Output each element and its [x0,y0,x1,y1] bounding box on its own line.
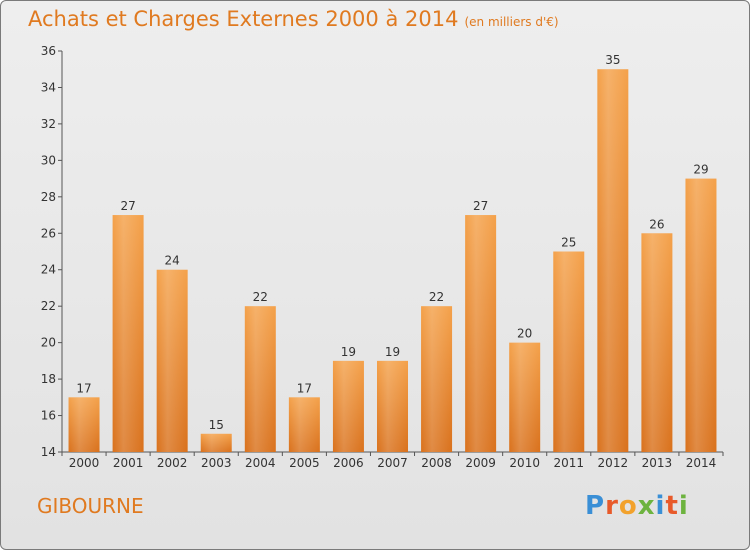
logo-letter: P [585,491,606,521]
bar-value-label: 27 [120,199,135,213]
bar-highlight [509,342,541,452]
bar-highlight [288,397,320,452]
y-tick-label: 30 [41,153,56,167]
x-tick-label: 2010 [509,456,540,470]
bar-value-label: 25 [561,236,576,250]
x-tick-label: 2006 [333,456,364,470]
chart-bars [68,69,717,453]
bar-highlight [156,269,188,452]
bar-value-label: 26 [649,217,664,231]
x-tick-label: 2011 [553,456,584,470]
bar-value-label: 35 [605,53,620,67]
y-tick-label: 14 [41,445,56,459]
bar-value-label: 19 [341,345,356,359]
x-tick-label: 2001 [113,456,144,470]
bar-value-label: 29 [693,163,708,177]
bar-highlight [377,360,408,452]
bar-highlight [200,433,232,452]
x-tick-label: 2009 [465,456,496,470]
x-tick-label: 2013 [642,456,673,470]
x-tick-label: 2012 [598,456,629,470]
bar-highlight [244,306,276,452]
x-tick-label: 2003 [201,456,232,470]
y-tick-label: 28 [41,190,56,204]
bar-highlight [112,215,144,452]
bar-highlight [553,251,585,452]
x-tick-label: 2000 [69,456,100,470]
y-tick-label: 36 [41,44,56,58]
logo-letter: t [665,491,679,521]
y-tick-label: 32 [41,117,56,131]
y-tick-label: 20 [41,336,56,350]
chart-unit: (en milliers d'€) [464,15,559,29]
bar-highlight [421,306,453,452]
x-tick-label: 2007 [377,456,408,470]
x-tick-label: 2014 [686,456,717,470]
bar-highlight [641,233,673,452]
bar-value-label: 19 [385,345,400,359]
town-name: GIBOURNE [37,494,144,518]
x-tick-label: 2004 [245,456,276,470]
bar-highlight [597,69,629,453]
y-tick-label: 26 [41,226,56,240]
y-tick-label: 22 [41,299,56,313]
bar-highlight [685,178,717,452]
y-tick-label: 34 [41,80,56,94]
chart-value-labels: 17 27 24 15 22 17 19 19 22 27 20 25 35 26 29 [76,53,708,432]
x-tick-label: 2005 [289,456,320,470]
bar-value-label: 15 [209,418,224,432]
logo-letter: i [678,491,689,521]
bar-value-label: 22 [429,290,444,304]
y-tick-label: 24 [41,263,56,277]
bar-value-label: 22 [253,290,268,304]
logo-letter: r [605,491,619,521]
logo-letter: o [618,491,638,521]
bar-highlight [68,397,100,452]
logo-letter: i [655,491,666,521]
chart-title-text: Achats et Charges Externes 2000 à 2014 [28,7,459,31]
proxiti-logo: Proxiti [585,491,689,521]
logo-letter: x [637,491,656,521]
x-tick-label: 2008 [421,456,452,470]
bar-value-label: 20 [517,327,532,341]
chart-title: Achats et Charges Externes 2000 à 2014 (e… [28,7,559,31]
bar-value-label: 27 [473,199,488,213]
y-tick-label: 16 [41,409,56,423]
bar-highlight [465,215,497,452]
bar-value-label: 17 [297,381,312,395]
y-tick-label: 18 [41,372,56,386]
bar-highlight [332,360,364,452]
bar-value-label: 24 [165,254,180,268]
chart-axes: 14 16 18 20 22 24 26 28 30 32 34 36 2000 2001 2002 2003… [41,44,724,470]
bar-value-label: 17 [76,381,91,395]
x-tick-label: 2002 [157,456,188,470]
